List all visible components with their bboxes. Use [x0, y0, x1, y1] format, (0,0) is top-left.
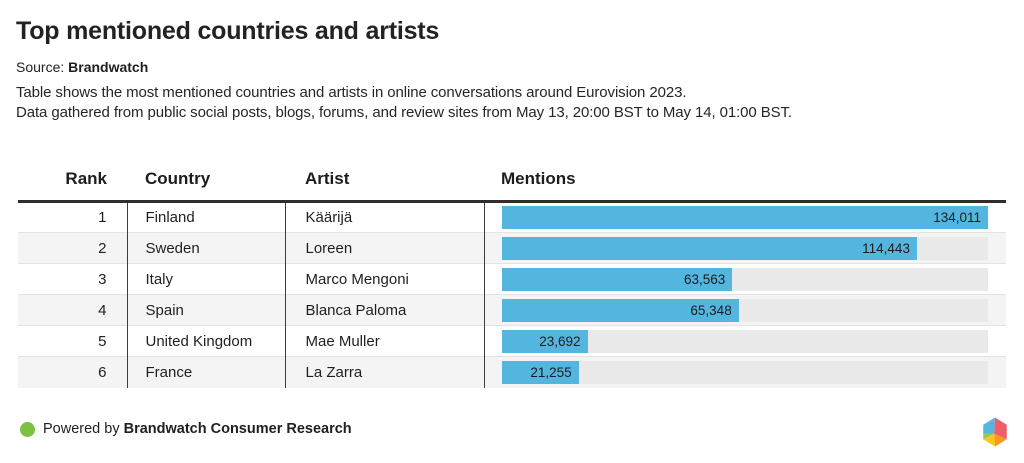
bar-value-label: 23,692 — [539, 333, 581, 349]
vizia-hexagon-logo-icon — [983, 417, 1007, 447]
mention-bar: 63,563 — [501, 267, 733, 291]
rank-cell: 4 — [18, 294, 127, 326]
bar-value-label: 114,443 — [862, 240, 910, 256]
table-row: 3 Italy Marco Mengoni 63,563 — [18, 263, 1006, 295]
artist-cell: Käärijä — [284, 201, 484, 233]
bar-value-label: 63,563 — [683, 271, 726, 287]
column-header-rank: Rank — [18, 163, 127, 203]
artist-cell: Blanca Paloma — [284, 294, 484, 326]
bar-value-label: 21,255 — [530, 364, 572, 380]
bar-track: 23,692 — [501, 329, 988, 353]
column-header-artist: Artist — [285, 163, 484, 203]
powered-by-name: Brandwatch Consumer Research — [123, 421, 352, 437]
bar-value-label: 134,011 — [933, 210, 981, 225]
artist-cell: Marco Mengoni — [284, 263, 484, 295]
rank-cell: 5 — [18, 325, 127, 357]
bar-track: 134,011 — [501, 206, 988, 229]
rank-cell: 1 — [98, 209, 107, 226]
artist-cell: Loreen — [284, 232, 484, 264]
source-name: Brandwatch — [68, 59, 149, 75]
source-line: Source: Brandwatch — [16, 59, 1008, 76]
rank-cell: 6 — [18, 356, 127, 388]
mention-bar: 134,011 — [501, 206, 988, 229]
country-cell: United Kingdom — [126, 325, 285, 357]
mentions-cell: 63,563 — [483, 263, 1006, 295]
mentions-cell: 23,692 — [483, 325, 1006, 357]
bar-track: 21,255 — [501, 360, 988, 384]
country-cell: Finland — [126, 201, 285, 233]
table-header-row: Rank Country Artist Mentions — [18, 163, 1006, 203]
mentions-cell: 114,443 — [483, 232, 1006, 264]
country-cell: Italy — [126, 263, 285, 295]
table-row: 2 Sweden Loreen 114,443 — [18, 232, 1006, 264]
table-row: 1 Finland Käärijä 134,011 — [18, 201, 1006, 233]
description-line-2: Data gathered from public social posts, … — [16, 104, 793, 121]
brandwatch-dot-icon — [20, 421, 35, 437]
table-row: 6 France La Zarra 21,255 — [18, 356, 1006, 388]
artist-cell: La Zarra — [284, 356, 484, 388]
rank-cell: 2 — [18, 232, 127, 264]
country-cell: Sweden — [126, 232, 285, 264]
table-row: 5 United Kingdom Mae Muller 23,692 — [18, 325, 1006, 357]
bar-track: 114,443 — [501, 236, 988, 260]
mentions-table: Rank Country Artist Mentions 1 Finland K… — [18, 163, 1006, 388]
rank-cell: 3 — [18, 263, 127, 295]
mention-bar: 23,692 — [501, 329, 588, 353]
description-line-1: Table shows the most mentioned countries… — [16, 84, 687, 101]
country-cell: France — [126, 356, 285, 388]
country-cell: Spain — [126, 294, 285, 326]
powered-by-text: Powered by Brandwatch Consumer Research — [43, 421, 352, 437]
mention-bar: 21,255 — [501, 360, 579, 384]
source-prefix: Source: — [16, 59, 69, 75]
powered-by-prefix: Powered by — [43, 421, 124, 437]
column-header-country: Country — [127, 163, 285, 203]
mention-bar: 114,443 — [501, 236, 917, 260]
bar-track: 65,348 — [501, 298, 988, 322]
artist-cell: Mae Muller — [284, 325, 484, 357]
page-title: Top mentioned countries and artists — [16, 17, 440, 45]
footer: Powered by Brandwatch Consumer Research — [20, 421, 352, 437]
mentions-cell: 134,011 — [483, 201, 1006, 233]
table-row: 4 Spain Blanca Paloma 65,348 — [18, 294, 1006, 326]
mention-bar: 65,348 — [501, 298, 739, 322]
bar-track: 63,563 — [501, 267, 988, 291]
column-header-mentions: Mentions — [484, 163, 1006, 203]
description: Table shows the most mentioned countries… — [16, 83, 1008, 123]
bar-value-label: 65,348 — [690, 302, 732, 318]
mentions-cell: 21,255 — [483, 356, 1006, 388]
mentions-cell: 65,348 — [483, 294, 1006, 326]
